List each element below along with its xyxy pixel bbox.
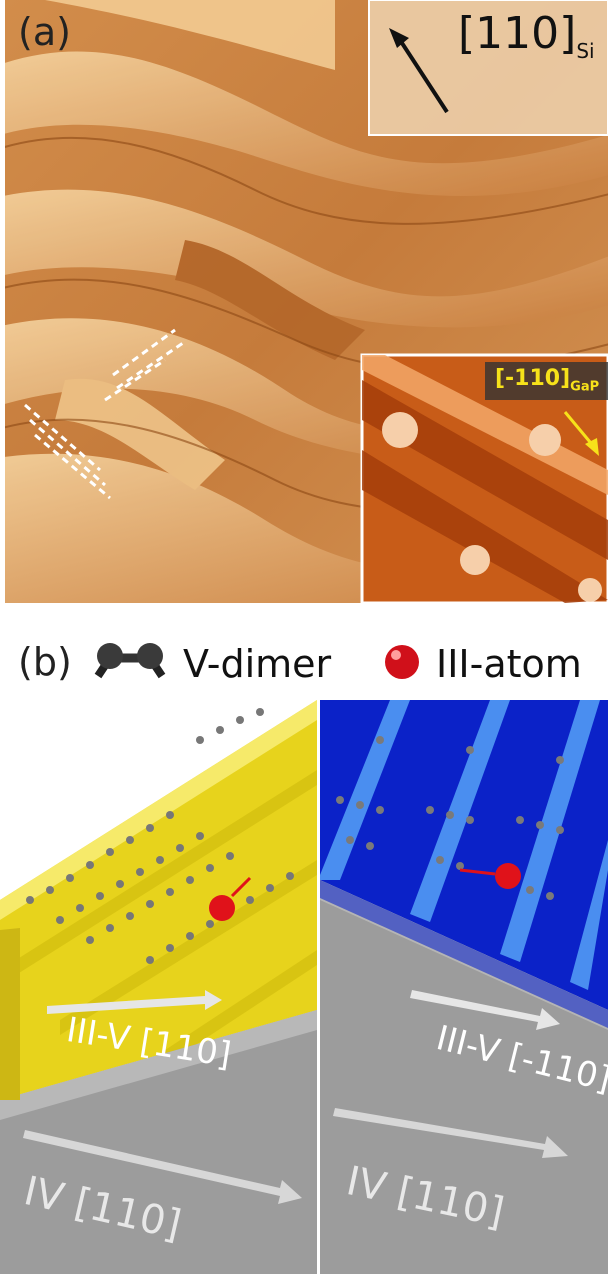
right-schematic [320, 700, 608, 1274]
left-schematic [0, 700, 317, 1274]
legend-v-dimer-label: V-dimer [183, 642, 332, 686]
legend-iii-atom-label: III-atom [436, 642, 582, 686]
iii-atom-right [495, 863, 521, 889]
inset-direction-label: [110]Si [458, 8, 595, 63]
legend [94, 643, 419, 679]
panel-b-label: (b) [18, 640, 72, 684]
panel-a-label: (a) [18, 10, 71, 54]
v-dimer-icon [94, 643, 166, 679]
iii-atom-icon [385, 645, 419, 679]
stm-image [5, 0, 608, 603]
zoom-direction-label: [-110]GaP [495, 366, 600, 395]
iii-atom-left [209, 895, 235, 921]
